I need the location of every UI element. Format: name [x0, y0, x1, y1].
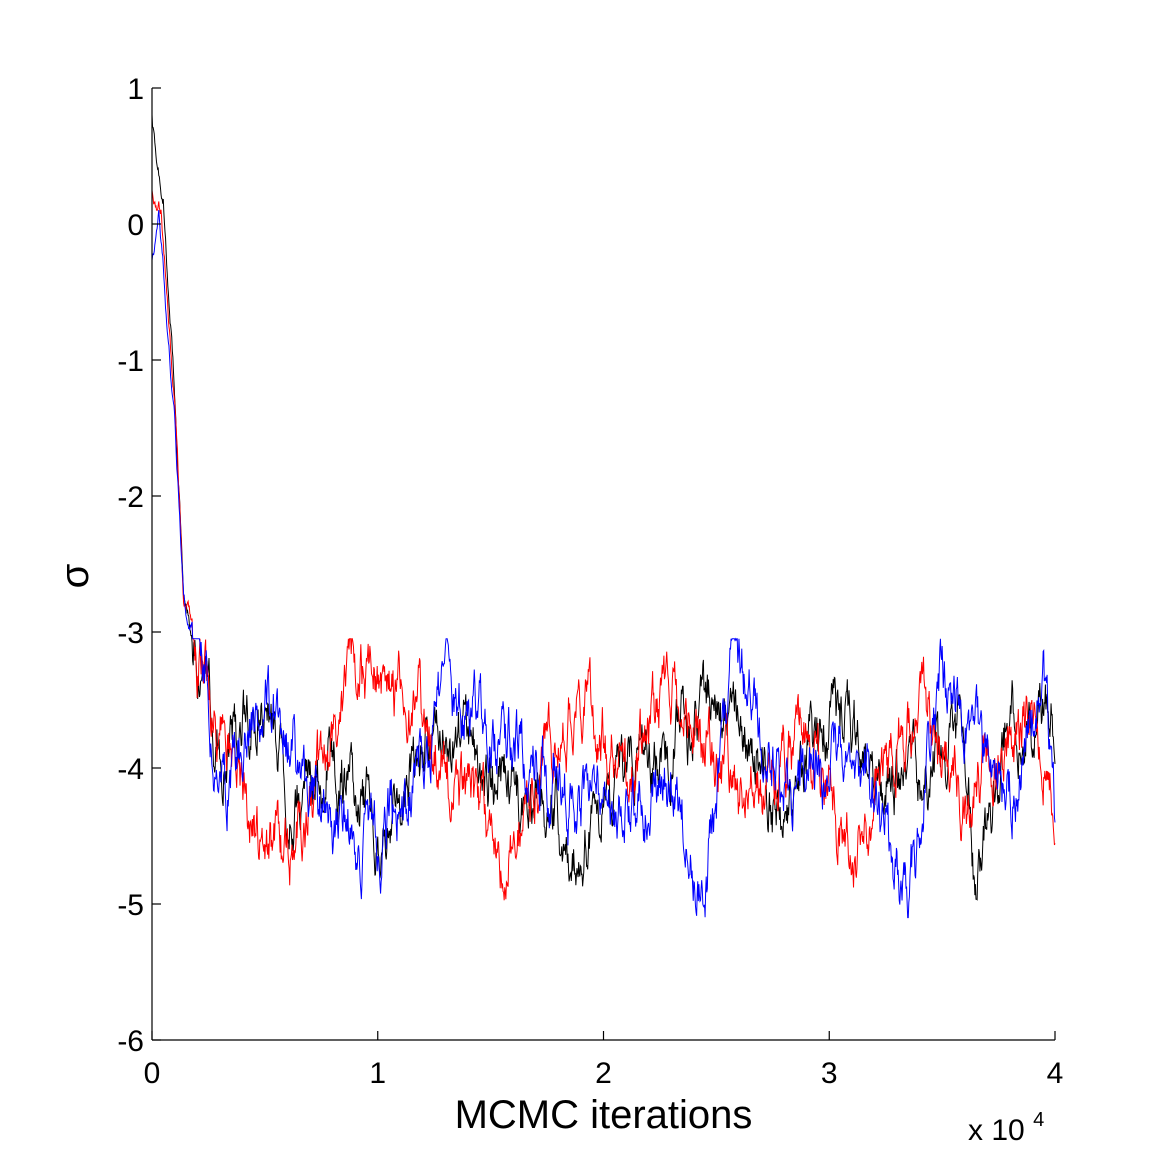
y-tick-label: -3: [117, 617, 144, 650]
y-tick-label: -6: [117, 1025, 144, 1058]
x-axis-label: MCMC iterations: [455, 1093, 753, 1137]
x-tick-label: 1: [369, 1057, 386, 1090]
y-axis-label: σ: [53, 563, 97, 588]
y-tick-label: -5: [117, 889, 144, 922]
series-line: [151, 210, 1056, 919]
x-tick-label: 4: [1047, 1057, 1064, 1090]
x-tick-label: 0: [144, 1057, 161, 1090]
x-multiplier-base: x 10: [968, 1114, 1025, 1147]
y-tick-label: 0: [127, 209, 144, 242]
y-ticks: 1 0 -1 -2 -3 -4 -5 -6: [117, 73, 161, 1058]
x-axis-multiplier: x 10 4: [968, 1109, 1044, 1147]
x-tick-label: 2: [595, 1057, 612, 1090]
y-tick-label: -1: [117, 345, 144, 378]
x-tick-label: 3: [821, 1057, 838, 1090]
series-group: [151, 114, 1056, 919]
y-tick-label: -2: [117, 481, 144, 514]
x-ticks: 0 1 2 3 4: [144, 1031, 1064, 1090]
x-multiplier-exponent: 4: [1033, 1109, 1044, 1131]
series-line: [151, 190, 1056, 901]
y-tick-label: -4: [117, 753, 144, 786]
y-tick-label: 1: [127, 73, 144, 106]
